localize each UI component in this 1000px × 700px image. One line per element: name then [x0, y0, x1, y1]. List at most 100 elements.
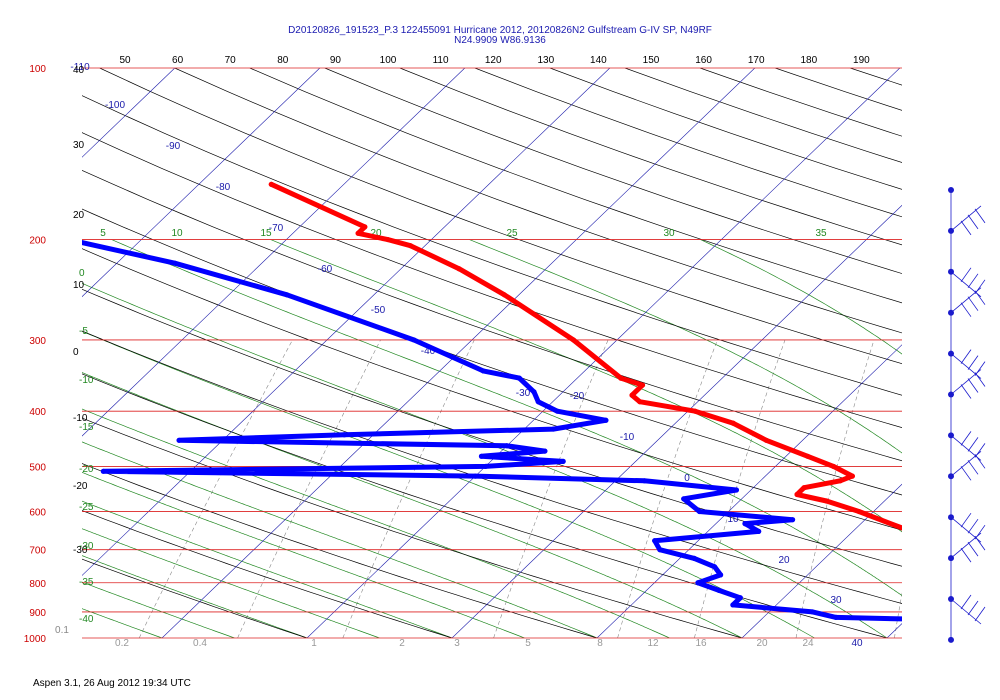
pressure-label: 100 — [29, 64, 46, 75]
mixing-ratio-label: 0.4 — [193, 638, 207, 649]
isotherm-label: 30 — [830, 595, 842, 606]
moist-adiabat-label: 20 — [370, 228, 382, 239]
top-axis-label: 150 — [643, 55, 660, 66]
dry-adiabat-line — [399, 68, 902, 246]
isotherm-label: 10 — [727, 514, 739, 525]
top-axis-label: 100 — [380, 55, 397, 66]
dewpoint-point — [730, 602, 736, 608]
dewpoint-point — [711, 564, 718, 570]
wind-barb-feather — [974, 290, 986, 305]
dry-adiabat-label: 30 — [73, 140, 85, 151]
dewpoint-point — [504, 443, 510, 449]
dewpoint-point — [66, 237, 71, 242]
isotherm-label: -40 — [421, 346, 436, 357]
isotherm-line — [741, 483, 902, 638]
dry-adiabat-line — [99, 68, 902, 365]
top-axis-label: 110 — [433, 55, 449, 66]
moist-adiabat-line — [82, 408, 670, 638]
left-green-label: -25 — [79, 502, 94, 513]
dewpoint-point — [652, 538, 658, 544]
moist-adiabat-label: 5 — [100, 228, 106, 239]
pressure-label: 500 — [29, 462, 46, 473]
wind-barb-feather — [960, 594, 972, 610]
mixing-ratio-line — [983, 340, 1000, 638]
wind-barb-feather — [974, 535, 986, 551]
isotherm-line — [451, 204, 902, 638]
isotherm-label: -10 — [620, 432, 635, 443]
wind-barb-dot — [948, 636, 954, 643]
temperature-point — [355, 230, 361, 236]
dewpoint-point — [695, 580, 701, 586]
dewpoint-point — [718, 572, 724, 578]
dewpoint-point — [603, 417, 609, 423]
dewpoint-point — [696, 508, 703, 515]
dry-adiabat-label: -30 — [73, 545, 88, 556]
temperature-point — [837, 478, 843, 484]
wind-barb-feather — [967, 214, 979, 230]
dewpoint-point — [480, 368, 486, 374]
wind-barb-feather — [967, 541, 979, 557]
dewpoint-point — [681, 496, 687, 502]
dewpoint-profile — [82, 239, 902, 622]
moist-adiabats — [82, 239, 1000, 638]
moist-adiabat-line — [82, 555, 308, 638]
chart-subtitle: N24.9909 W86.9136 — [454, 35, 546, 46]
mixing-ratio-label: 24 — [802, 638, 814, 649]
top-axis-label: 170 — [748, 55, 765, 66]
left-green-label: 0 — [79, 268, 85, 279]
temperature-point — [268, 181, 274, 187]
wind-barb-feather — [960, 267, 972, 283]
dry-adiabat-line — [82, 417, 743, 638]
moist-adiabat-line — [918, 240, 1000, 638]
dewpoint-point — [716, 587, 722, 593]
temperature-point — [849, 473, 855, 479]
pressure-label: 300 — [29, 336, 46, 347]
isotherm-line — [82, 68, 321, 298]
mixing-ratio-label: 16 — [695, 638, 707, 649]
wind-barb-feather — [967, 378, 979, 393]
mixing-ratio-label: 0.1 — [55, 625, 69, 636]
mixing-ratio-label: 12 — [647, 638, 659, 649]
top-axis-label: 190 — [853, 55, 870, 66]
dewpoint-point — [100, 468, 106, 474]
top-axis-label: 60 — [172, 55, 184, 66]
dry-adiabat-line — [82, 288, 902, 567]
dry-adiabat-line — [925, 68, 1000, 638]
isotherm-line — [596, 344, 902, 638]
left-green-label: -15 — [79, 422, 94, 433]
isotherm-line — [82, 68, 611, 576]
temperature-point — [639, 382, 646, 388]
dewpoint-point — [550, 426, 556, 432]
dewpoint-point — [756, 528, 762, 534]
mixing-ratio-label: 2 — [399, 638, 405, 649]
dry-adiabat-line — [82, 95, 902, 396]
isotherm-label: -80 — [216, 182, 231, 193]
temperature-point — [692, 408, 698, 414]
moist-adiabat-line — [82, 528, 380, 638]
wind-barb-feather — [974, 208, 986, 224]
dry-adiabat-line — [775, 68, 902, 111]
left-green-label: -10 — [79, 375, 94, 386]
mixing-ratio-line — [138, 339, 293, 638]
top-axis-label: 180 — [800, 55, 817, 66]
temperature-point — [407, 243, 414, 249]
dewpoint-point — [172, 260, 178, 266]
temperature-point — [973, 564, 978, 569]
dewpoint-point — [176, 437, 182, 443]
dry-adiabats — [82, 68, 1000, 638]
isotherm-label: -20 — [570, 391, 585, 402]
dewpoint-point — [737, 595, 743, 601]
dry-adiabat-line — [82, 330, 902, 604]
isotherm-label: -110 — [70, 62, 90, 73]
mixing-ratio-line — [694, 339, 786, 638]
wind-barb-feather — [974, 454, 986, 469]
wind-barb-feather — [960, 466, 972, 481]
dewpoint-point — [641, 478, 648, 484]
dry-adiabat-label: 20 — [73, 210, 85, 221]
dewpoint-point — [411, 337, 417, 343]
mixing-ratio-label: 8 — [597, 638, 603, 649]
dewpoint-point — [810, 609, 816, 615]
moist-adiabat-label: 35 — [815, 228, 827, 239]
temperature-point — [830, 463, 837, 470]
